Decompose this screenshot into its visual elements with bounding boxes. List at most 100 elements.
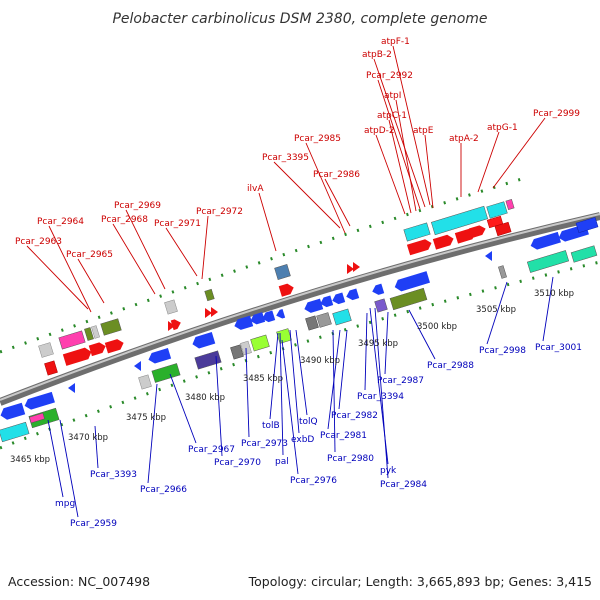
leader-line (281, 339, 299, 475)
kbp-tick-label: 3500 kbp (417, 322, 457, 332)
gene-feature (38, 342, 54, 358)
leader-line (305, 142, 346, 234)
gene-label-pcar-2982: Pcar_2982 (331, 411, 378, 421)
leader-line (364, 312, 368, 391)
leader-line (169, 373, 197, 444)
leader-line (295, 329, 308, 416)
gene-feature (430, 205, 489, 236)
kbp-tick-label: 3490 kbp (300, 356, 340, 366)
gene-label-atpf-1: atpF-1 (381, 37, 410, 47)
gene-feature (505, 199, 515, 210)
leader-line (147, 383, 158, 484)
gene-label-pcar-2985: Pcar_2985 (294, 134, 341, 144)
leader-line (165, 227, 198, 277)
leader-line (289, 329, 300, 434)
gene-feature (485, 251, 492, 261)
gene-feature (389, 287, 428, 311)
leader-line (377, 79, 421, 210)
gene-feature (134, 361, 141, 371)
gene-feature (320, 295, 334, 308)
gene-feature (498, 265, 507, 279)
kbp-tick-label: 3480 kbp (185, 393, 225, 403)
gene-feature (276, 309, 286, 319)
gene-label-pcar-2971: Pcar_2971 (154, 219, 201, 229)
leader-line (215, 355, 223, 457)
gene-label-pcar-2967: Pcar_2967 (188, 445, 235, 455)
gene-feature (332, 308, 352, 326)
gene-label-atpd-2: atpD-2 (364, 126, 395, 136)
leader-line (408, 309, 436, 360)
gene-feature (0, 421, 30, 443)
gene-label-pcar-2965: Pcar_2965 (66, 250, 113, 260)
leader-line (26, 245, 89, 310)
gene-feature (347, 264, 354, 274)
leader-line (94, 425, 99, 469)
gene-label-pcar-2980: Pcar_2980 (327, 454, 374, 464)
gene-feature (84, 327, 94, 341)
gene-feature (278, 283, 294, 297)
gene-feature (250, 334, 270, 352)
gene-feature (148, 348, 172, 364)
gene-label-pcar-2972: Pcar_2972 (196, 207, 243, 217)
leader-line (424, 134, 434, 209)
gene-feature (211, 307, 218, 317)
gene-label-pcar-2988: Pcar_2988 (427, 361, 474, 371)
gene-feature (394, 271, 430, 292)
gene-feature (62, 347, 92, 366)
gene-feature (138, 374, 152, 390)
gene-label-atpc-1: atpC-1 (377, 111, 407, 121)
leader-line (47, 419, 64, 498)
leader-line (273, 161, 341, 229)
gene-feature (164, 299, 178, 315)
kbp-tick-labels: 3465 kbp 3470 kbp 3475 kbp 3480 kbp 3485 kbp… (10, 289, 574, 465)
gene-feature (276, 328, 292, 344)
gene-label-atpa-2: atpA-2 (449, 134, 479, 144)
kbp-tick-label: 3470 kbp (68, 433, 108, 443)
gene-feature (316, 312, 332, 328)
gene-label-pcar-2992: Pcar_2992 (366, 71, 413, 81)
gene-label-pcar-2999: Pcar_2999 (533, 109, 580, 119)
gene-feature (234, 315, 254, 330)
gene-feature (204, 288, 215, 302)
gene-label-pcar-2968: Pcar_2968 (101, 215, 148, 225)
gene-feature (374, 298, 388, 313)
gene-feature (151, 363, 181, 383)
gene-label-atpi: atpI (384, 91, 401, 101)
gene-label-atpe: atpE (413, 126, 434, 136)
gene-feature (372, 283, 385, 295)
gene-feature (194, 350, 222, 370)
forward-strand-genes (38, 199, 515, 376)
gene-feature (305, 315, 319, 331)
leader-line (492, 117, 546, 189)
leader-line (48, 225, 92, 313)
gene-feature (100, 318, 122, 336)
gene-feature (91, 325, 100, 339)
gene-feature (468, 225, 486, 239)
gene-feature (24, 391, 55, 410)
gene-feature (88, 342, 106, 357)
gene-label-pcar-2976: Pcar_2976 (290, 476, 337, 486)
gene-feature (68, 383, 75, 393)
gene-feature (570, 245, 598, 263)
kbp-tick-label: 3510 kbp (534, 289, 574, 299)
gene-feature (304, 298, 324, 313)
gene-label-pcar-3395: Pcar_3395 (262, 153, 309, 163)
leader-line (77, 258, 105, 304)
gene-feature (486, 201, 508, 219)
gene-label-ilva: ilvA (247, 184, 264, 194)
gene-feature (403, 222, 431, 242)
gene-feature (170, 319, 181, 331)
gene-feature (332, 292, 346, 305)
leader-line (374, 307, 389, 479)
leader-line (477, 131, 500, 193)
leader-line (201, 215, 209, 280)
gene-label-tolb: tolB (262, 421, 280, 431)
accession-text: Accession: NC_007498 (8, 574, 151, 589)
gene-feature (274, 264, 291, 280)
gene-feature (346, 288, 360, 301)
gene-label-exbd: exbD (291, 435, 314, 445)
gene-feature (44, 360, 58, 376)
leader-line (112, 223, 156, 295)
leader-line (59, 419, 79, 518)
